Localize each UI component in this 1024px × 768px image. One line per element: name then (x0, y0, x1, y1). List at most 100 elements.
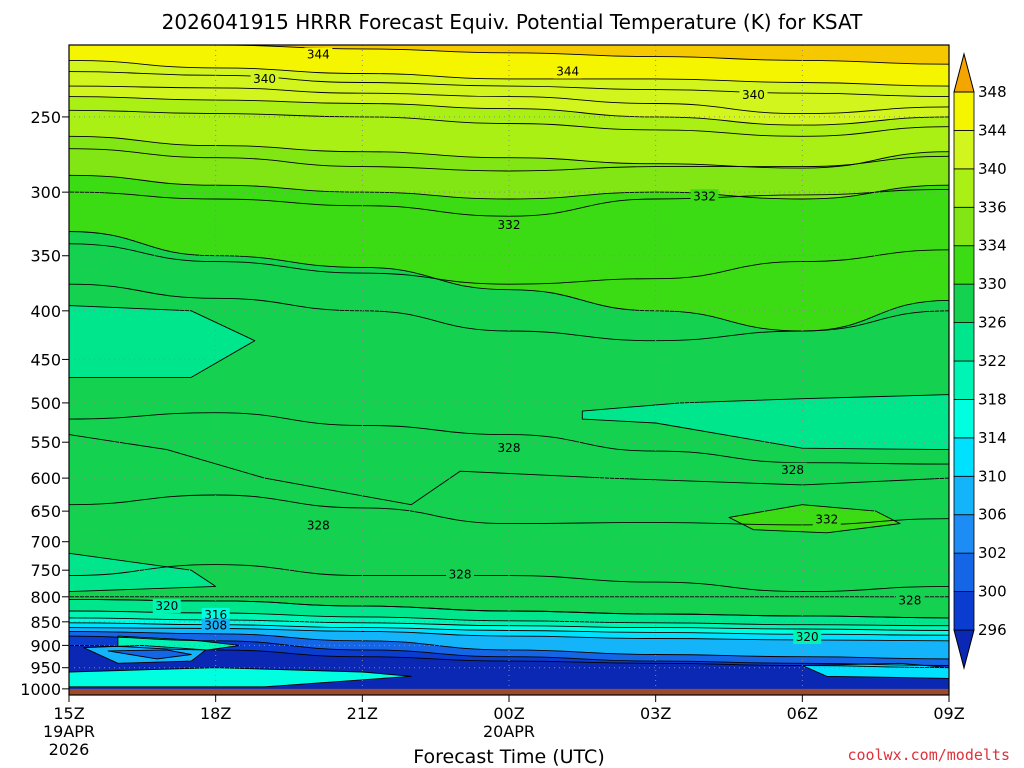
y-tick-label: 800 (30, 588, 61, 607)
contour-label: 332 (495, 218, 523, 233)
x-tick-label: 18Z (200, 704, 231, 723)
contour-label: 328 (304, 518, 333, 533)
colorbar-segment (953, 322, 975, 362)
colorbar-segment (953, 245, 975, 285)
contour-label-text: 328 (307, 518, 330, 532)
y-tick-label: 1000 (20, 680, 61, 699)
colorbar-over-triangle (953, 52, 975, 93)
contour-label-text: 332 (693, 189, 716, 203)
x-tick-label: 00Z (493, 704, 524, 723)
contour-label-bg (201, 607, 230, 622)
contour-label: 316 (201, 607, 230, 622)
contour-label-text: 320 (155, 599, 178, 613)
contour-label: 320 (152, 598, 181, 613)
colorbar-segment (953, 591, 975, 631)
colorbar-label: 344 (978, 121, 1007, 139)
fill-region-300 (107, 649, 192, 660)
contour-label-bg (201, 618, 230, 633)
colorbar-segment (953, 206, 975, 247)
contour-label-bg (250, 71, 279, 86)
contour-label-text: 344 (556, 65, 579, 79)
contour-label-text: 320 (796, 630, 819, 644)
contour-label-text: 316 (204, 608, 227, 622)
contour-line (69, 109, 949, 137)
contour-label-text: 328 (498, 441, 521, 455)
contour-label: 344 (553, 64, 582, 79)
y-tick-label: 900 (30, 636, 61, 655)
colorbar-under-triangle (953, 629, 975, 670)
colorbar-segment (953, 360, 975, 400)
x-tick-year: 2026 (49, 740, 90, 759)
x-tick-date: 20APR (483, 722, 535, 741)
y-tick-label: 450 (30, 350, 61, 369)
contour-label: 332 (812, 512, 841, 527)
x-tick-date: 19APR (43, 722, 95, 741)
colorbar-label: 322 (978, 352, 1007, 370)
contour-label: 328 (446, 567, 475, 582)
contour-label: 308 (201, 618, 230, 633)
fill-region-322 (69, 305, 256, 378)
contour-label: 344 (304, 47, 333, 62)
contour-label-bg (690, 189, 719, 204)
y-tick-label: 250 (30, 108, 61, 127)
x-tick-label: 03Z (640, 704, 671, 723)
y-tick-label: 700 (30, 533, 61, 552)
colorbar-label: 334 (978, 237, 1007, 255)
contour-line (69, 85, 949, 115)
chart-title: 2026041915 HRRR Forecast Equiv. Potentia… (162, 10, 864, 34)
y-tick-label: 500 (30, 394, 61, 413)
contour-label: 332 (690, 189, 719, 204)
y-tick-label: 600 (30, 469, 61, 488)
fill-region-314 (69, 667, 412, 688)
colorbar-label: 302 (978, 544, 1007, 562)
contour-label-text: 328 (449, 568, 472, 582)
grid-lines (69, 45, 949, 689)
colorbar-segment (953, 552, 975, 592)
contour-label-bg (495, 441, 523, 456)
colorbar-label: 314 (978, 429, 1007, 447)
contour-label-text: 308 (204, 619, 227, 633)
colorbar-segment (953, 514, 975, 554)
contour-label-bg (152, 598, 181, 613)
y-tick-label: 350 (30, 247, 61, 266)
contour-label: 328 (778, 462, 807, 477)
colorbar-segment (953, 475, 975, 516)
x-tick-label: 15Z (53, 704, 84, 723)
contour-label: 340 (250, 71, 279, 86)
colorbar-segment (953, 399, 975, 439)
contour-label-bg (895, 593, 924, 608)
contour-line (69, 412, 949, 465)
x-tick-label: 06Z (787, 704, 818, 723)
colorbar-label: 306 (978, 506, 1007, 524)
contour-label: 320 (793, 630, 822, 645)
contour-label-text: 340 (742, 88, 765, 102)
colorbar-label: 300 (978, 583, 1007, 601)
y-tick-label: 300 (30, 183, 61, 202)
colorbar-segment (953, 283, 975, 323)
y-tick-label: 550 (30, 433, 61, 452)
contour-label-bg (304, 47, 333, 62)
fill-band-348 (69, 45, 949, 65)
contour-label-bg (495, 218, 523, 233)
ground-layer (69, 688, 949, 695)
contour-label-bg (739, 87, 768, 102)
x-tick-label: 21Z (347, 704, 378, 723)
colorbar-label: 348 (978, 83, 1007, 101)
contour-label-text: 332 (498, 218, 521, 232)
contour-label: 340 (739, 87, 768, 102)
colorbar-segment (953, 91, 975, 131)
colorbar-segment (953, 130, 975, 170)
contour-label-bg (812, 512, 841, 527)
contour-label-text: 340 (253, 72, 276, 86)
y-tick-label: 950 (30, 659, 61, 678)
contour-label-bg (446, 567, 475, 582)
fill-region-322 (581, 394, 949, 451)
colorbar-label: 318 (978, 390, 1007, 408)
colorbar-segment (953, 168, 975, 208)
contour-label-text: 344 (307, 48, 330, 62)
x-axis-label: Forecast Time (UTC) (413, 746, 604, 768)
y-tick-label: 400 (30, 302, 61, 321)
y-tick-label: 750 (30, 561, 61, 580)
contour-label-bg (778, 462, 807, 477)
